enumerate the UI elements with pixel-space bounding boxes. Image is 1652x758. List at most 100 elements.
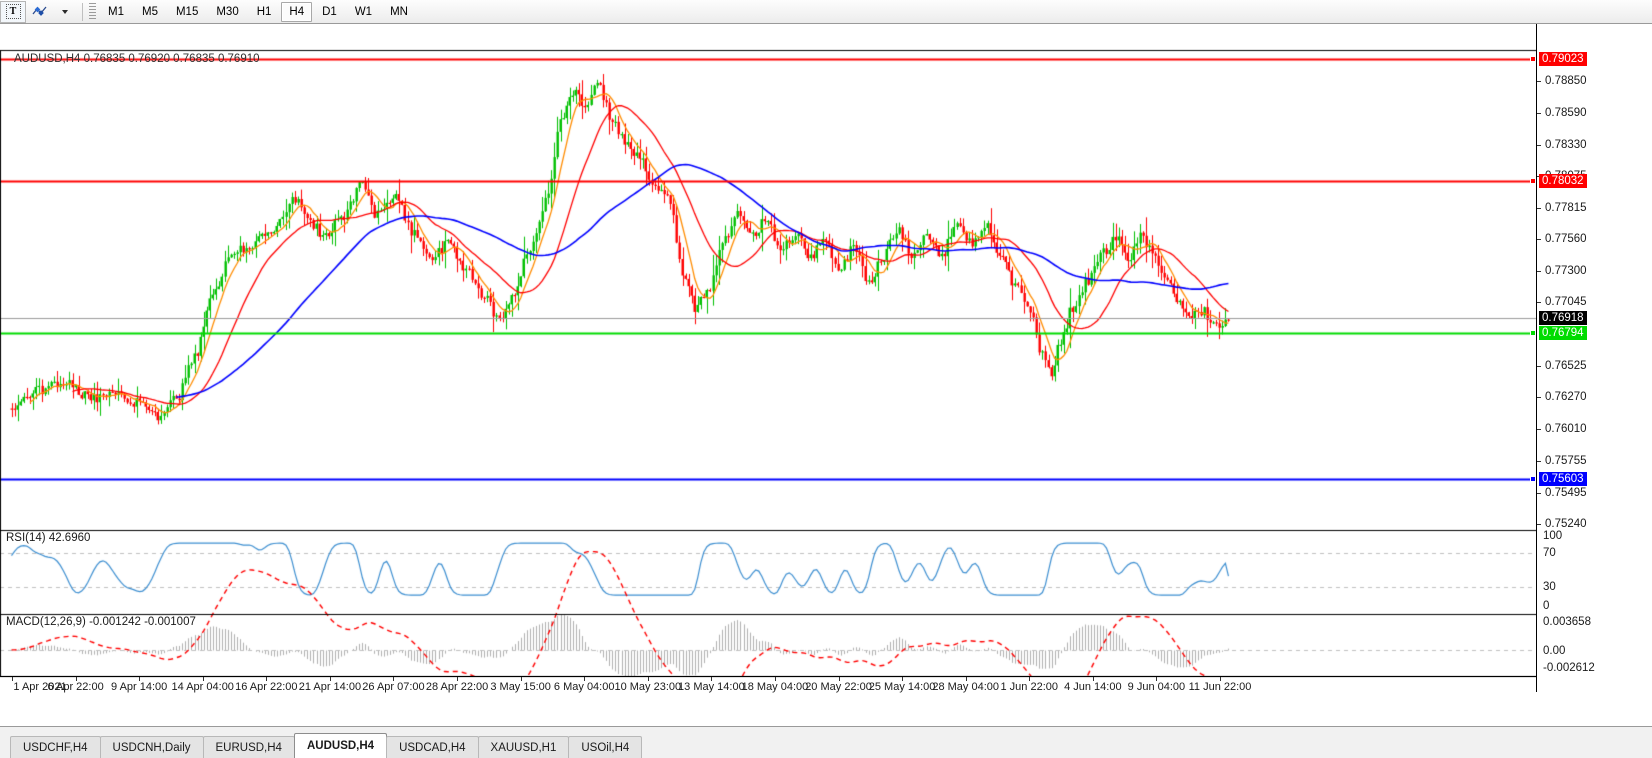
time-axis-tick (584, 677, 586, 681)
price-axis-tick (1537, 302, 1541, 304)
timeframe-button-mn[interactable]: MN (390, 5, 408, 18)
price-axis-label: 0.78590 (1545, 106, 1587, 119)
time-axis: 1 Apr 2021 6 Apr 22:00 9 Apr 14:00 14 Apr 0… (0, 676, 1536, 693)
time-axis-label: 9 Jun 04:00 (1127, 681, 1186, 693)
price-axis-tick (1537, 270, 1541, 272)
time-axis-label: 1 Jun 22:00 (1000, 681, 1059, 693)
chart-tab-usdchf-h4[interactable]: USDCHF,H4 (10, 736, 101, 758)
toolbar-separator (82, 2, 83, 21)
rsi-scale-label: 100 (1543, 530, 1563, 542)
price-axis-tick (1537, 523, 1541, 525)
time-axis-label: 20 May 22:00 (805, 681, 872, 693)
time-axis-tick (520, 677, 522, 681)
timeframe-button-h1[interactable]: H1 (256, 5, 272, 18)
support-line-green-anchor[interactable] (1530, 330, 1536, 337)
time-axis-tick (1092, 677, 1094, 681)
chart-canvas[interactable] (0, 24, 1536, 692)
time-axis-label: 16 Apr 22:00 (235, 681, 298, 693)
time-axis-tick (965, 677, 967, 681)
toolbar-drag-handle[interactable] (89, 3, 96, 20)
rsi-scale-label: 70 (1543, 547, 1556, 560)
timeframe-button-d1[interactable]: D1 (322, 5, 337, 18)
price-axis-label-highlight: 0.79023 (1539, 52, 1587, 67)
time-axis-label: 25 May 14:00 (868, 681, 936, 693)
resistance-line-upper-anchor[interactable] (1530, 56, 1536, 63)
price-axis-tick (1537, 492, 1541, 494)
price-axis-tick (1537, 144, 1541, 146)
time-axis-tick (393, 677, 395, 681)
price-axis-tick (1537, 429, 1541, 431)
time-axis-tick (1156, 677, 1158, 681)
price-axis-label: 0.77300 (1545, 264, 1587, 277)
chart-container[interactable]: AUDUSD,H4 0.76835 0.76920 0.76835 0.7691… (0, 24, 1652, 693)
price-axis-tick (1537, 207, 1541, 209)
time-axis-tick (329, 677, 331, 681)
price-axis-label: 0.75240 (1545, 517, 1587, 530)
timeframe-group: M1 M5 M15 M30 H1 H4 D1 W1 MN (99, 1, 417, 22)
time-axis-label: 6 May 04:00 (553, 681, 615, 693)
price-axis-label: 0.76270 (1545, 391, 1587, 404)
price-axis-tick (1537, 112, 1541, 114)
time-axis-tick (75, 677, 77, 681)
chart-header-ohlc: AUDUSD,H4 0.76835 0.76920 0.76835 0.7691… (14, 53, 260, 65)
time-axis-tick (774, 677, 776, 681)
time-axis-tick (457, 677, 459, 681)
price-axis[interactable]: 0.790230.788500.785900.783300.780750.780… (1536, 24, 1652, 692)
chart-tab-eurusd-h4[interactable]: EURUSD,H4 (202, 736, 295, 758)
time-axis-tick (202, 677, 204, 681)
price-axis-tick (1537, 239, 1541, 241)
timeframe-button-m30[interactable]: M30 (216, 5, 239, 18)
objects-dropdown-chevron-down-icon[interactable] (52, 1, 78, 23)
price-chart-plot[interactable] (0, 24, 1536, 692)
macd-indicator-label: MACD(12,26,9) -0.001242 -0.001007 (6, 616, 196, 628)
price-axis-label: 0.75755 (1545, 454, 1587, 467)
time-axis-label: 18 May 04:00 (741, 681, 809, 693)
chart-tab-audusd-h4[interactable]: AUDUSD,H4 (293, 733, 388, 758)
time-axis-tick (1029, 677, 1031, 681)
support-line-blue-anchor[interactable] (1530, 476, 1536, 483)
timeframe-button-h4[interactable]: H4 (281, 1, 313, 22)
macd-scale-label: 0.003658 (1543, 616, 1591, 628)
time-axis-tick (139, 677, 141, 681)
price-axis-label: 0.76525 (1545, 360, 1587, 373)
timeframe-button-m1[interactable]: M1 (108, 5, 124, 18)
time-axis-label: 6 Apr 22:00 (47, 681, 104, 693)
objects-icon[interactable] (26, 1, 52, 23)
text-object-icon[interactable]: T (0, 0, 26, 23)
price-axis-tick (1537, 366, 1541, 368)
resistance-line-lower-anchor[interactable] (1530, 178, 1536, 185)
time-axis-label: 9 Apr 14:00 (111, 681, 168, 693)
price-axis-label: 0.77815 (1545, 201, 1587, 214)
timeframe-button-m5[interactable]: M5 (141, 5, 158, 18)
macd-scale-label: -0.002612 (1543, 662, 1595, 674)
time-axis-tick (647, 677, 649, 681)
resistance-line-upper[interactable] (0, 56, 1536, 63)
timeframe-button-w1[interactable]: W1 (354, 5, 373, 18)
chevron-down-glyph (62, 9, 68, 14)
support-line-blue[interactable] (0, 476, 1536, 483)
time-axis-label: 3 May 15:00 (490, 681, 551, 693)
time-axis-label: 28 May 04:00 (932, 681, 999, 693)
resistance-line-lower[interactable] (0, 178, 1536, 185)
text-tool-label: T (5, 4, 21, 19)
price-axis-label-highlight: 0.76794 (1539, 326, 1587, 341)
price-axis-tick (1537, 397, 1541, 399)
time-axis-label: 11 Jun 22:00 (1188, 681, 1252, 693)
chart-tab-xauusd-h1[interactable]: XAUUSD,H1 (477, 736, 570, 758)
timeframe-button-m15[interactable]: M15 (175, 5, 199, 18)
rsi-indicator-label: RSI(14) 42.6960 (6, 532, 91, 544)
macd-scale-label: 0.00 (1543, 645, 1566, 657)
rsi-scale-label: 0 (1543, 600, 1550, 612)
price-axis-label: 0.78850 (1545, 74, 1587, 87)
chart-tab-usdcnh-daily[interactable]: USDCNH,Daily (99, 736, 204, 758)
price-axis-tick (1537, 80, 1541, 82)
time-axis-tick (711, 677, 713, 681)
chart-tab-usdcad-h4[interactable]: USDCAD,H4 (386, 736, 479, 758)
time-axis-tick (12, 677, 13, 681)
support-line-green[interactable] (0, 330, 1536, 337)
main-toolbar: T M1 M5 M15 M30 H1 H4 D1 W1 MN (0, 0, 1652, 24)
time-axis-label: 10 May 23:00 (614, 681, 682, 693)
chart-tab-usoil-h4[interactable]: USOil,H4 (568, 736, 643, 758)
rsi-scale-label: 30 (1543, 580, 1556, 593)
time-axis-label: 14 Apr 04:00 (171, 681, 234, 693)
